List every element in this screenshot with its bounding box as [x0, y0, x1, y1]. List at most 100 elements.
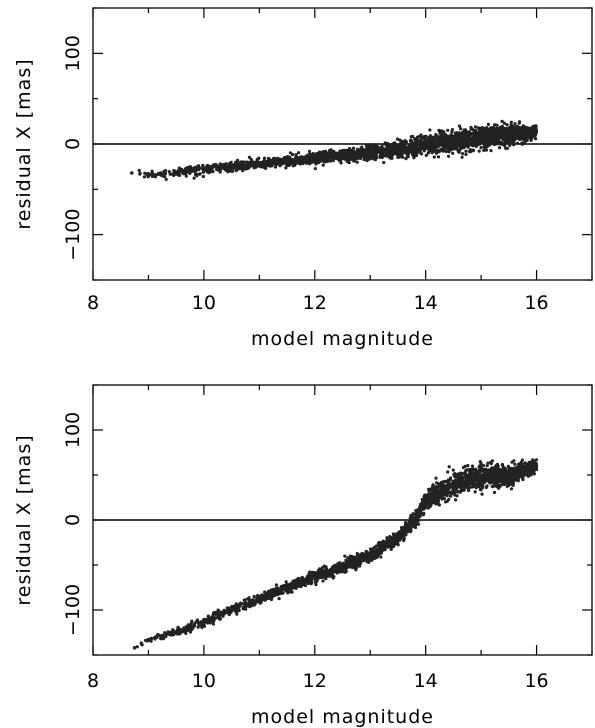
scatter-point — [505, 123, 509, 127]
scatter-point — [461, 137, 465, 141]
scatter-point — [530, 127, 534, 131]
scatter-point — [139, 641, 143, 645]
scatter-point — [418, 149, 422, 153]
scatter-point — [478, 468, 482, 472]
scatter-point — [500, 130, 504, 134]
scatter-points — [132, 458, 539, 650]
scatter-point — [480, 477, 484, 481]
scatter-point — [437, 482, 441, 486]
scatter-point — [389, 547, 393, 552]
scatter-point — [426, 151, 430, 155]
scatter-point — [321, 153, 325, 157]
scatter-point — [386, 144, 391, 148]
scatter-point — [143, 171, 147, 175]
scatter-point — [517, 129, 521, 133]
scatter-point — [509, 120, 513, 124]
scatter-point — [178, 628, 182, 632]
scatter-point — [413, 138, 417, 142]
scatter-point — [431, 484, 435, 488]
scatter-point — [238, 165, 242, 169]
scatter-point — [512, 459, 516, 463]
scatter-point — [479, 146, 483, 150]
y-tick-label: 0 — [62, 514, 84, 526]
scatter-point — [403, 146, 407, 150]
scatter-point — [427, 139, 431, 143]
scatter-point — [457, 136, 461, 140]
x-tick-label: 8 — [87, 292, 99, 314]
scatter-point — [469, 127, 473, 131]
scatter-point — [439, 485, 443, 489]
scatter-point — [517, 121, 521, 125]
scatter-point — [212, 619, 216, 623]
y-tick-label: −100 — [62, 209, 84, 261]
scatter-point — [417, 143, 421, 147]
scatter-point — [445, 486, 449, 490]
scatter-point — [454, 498, 458, 502]
scatter-point — [274, 586, 278, 591]
scatter-point — [180, 167, 184, 171]
scatter-point — [413, 146, 417, 150]
scatter-point — [274, 583, 278, 587]
scatter-point — [400, 154, 404, 158]
scatter-point — [527, 135, 531, 139]
scatter-point — [277, 157, 282, 161]
scatter-point — [435, 134, 439, 138]
scatter-point — [521, 477, 525, 481]
scatter-point — [222, 167, 226, 171]
scatter-point — [226, 167, 230, 172]
scatter-point — [350, 554, 354, 559]
scatter-point — [358, 156, 362, 161]
scatter-point — [413, 525, 418, 530]
x-tick-label: 10 — [192, 292, 216, 314]
scatter-point — [196, 164, 201, 168]
scatter-point — [471, 148, 475, 152]
scatter-point — [472, 136, 476, 140]
scatter-point — [509, 487, 514, 491]
scatter-point — [216, 168, 220, 172]
scatter-point — [509, 135, 513, 139]
scatter-point — [483, 126, 487, 130]
scatter-point — [485, 136, 489, 140]
scatter-point — [420, 136, 424, 140]
scatter-point — [355, 551, 359, 556]
scatter-point — [284, 166, 288, 170]
scatter-point — [501, 482, 505, 486]
x-axis-label: model magnitude — [251, 328, 434, 350]
scatter-point — [487, 132, 491, 136]
scatter-point — [490, 466, 494, 470]
scatter-point — [357, 151, 361, 156]
scatter-point — [242, 598, 246, 602]
scatter-point — [477, 477, 481, 481]
scatter-point — [534, 137, 538, 141]
scatter-point — [368, 157, 372, 161]
scatter-point — [294, 153, 298, 157]
scatter-point — [464, 149, 468, 153]
scatter-point — [446, 147, 450, 151]
scatter-point — [274, 159, 278, 164]
scatter-point — [467, 130, 471, 134]
scatter-point — [498, 125, 502, 129]
scatter-point — [295, 160, 299, 165]
scatter-point — [366, 145, 370, 149]
scatter-point — [449, 476, 453, 480]
scatter-point — [298, 162, 302, 166]
scatter-point — [337, 570, 341, 574]
scatter-point — [410, 147, 414, 152]
scatter-point — [440, 132, 444, 136]
scatter-point — [447, 154, 451, 158]
scatter-point — [266, 156, 270, 161]
scatter-point — [429, 138, 433, 142]
scatter-point — [192, 176, 196, 180]
scatter-point — [503, 134, 507, 138]
scatter-point — [478, 140, 482, 144]
scatter-point — [388, 156, 392, 160]
scatter-point — [193, 166, 197, 170]
x-tick-label: 16 — [524, 292, 548, 314]
scatter-point — [262, 159, 266, 163]
scatter-point — [280, 157, 284, 162]
scatter-point — [321, 163, 325, 167]
x-tick-label: 12 — [303, 670, 327, 692]
scatter-point — [441, 148, 445, 152]
scatter-point — [167, 170, 171, 174]
scatter-point — [235, 162, 240, 166]
